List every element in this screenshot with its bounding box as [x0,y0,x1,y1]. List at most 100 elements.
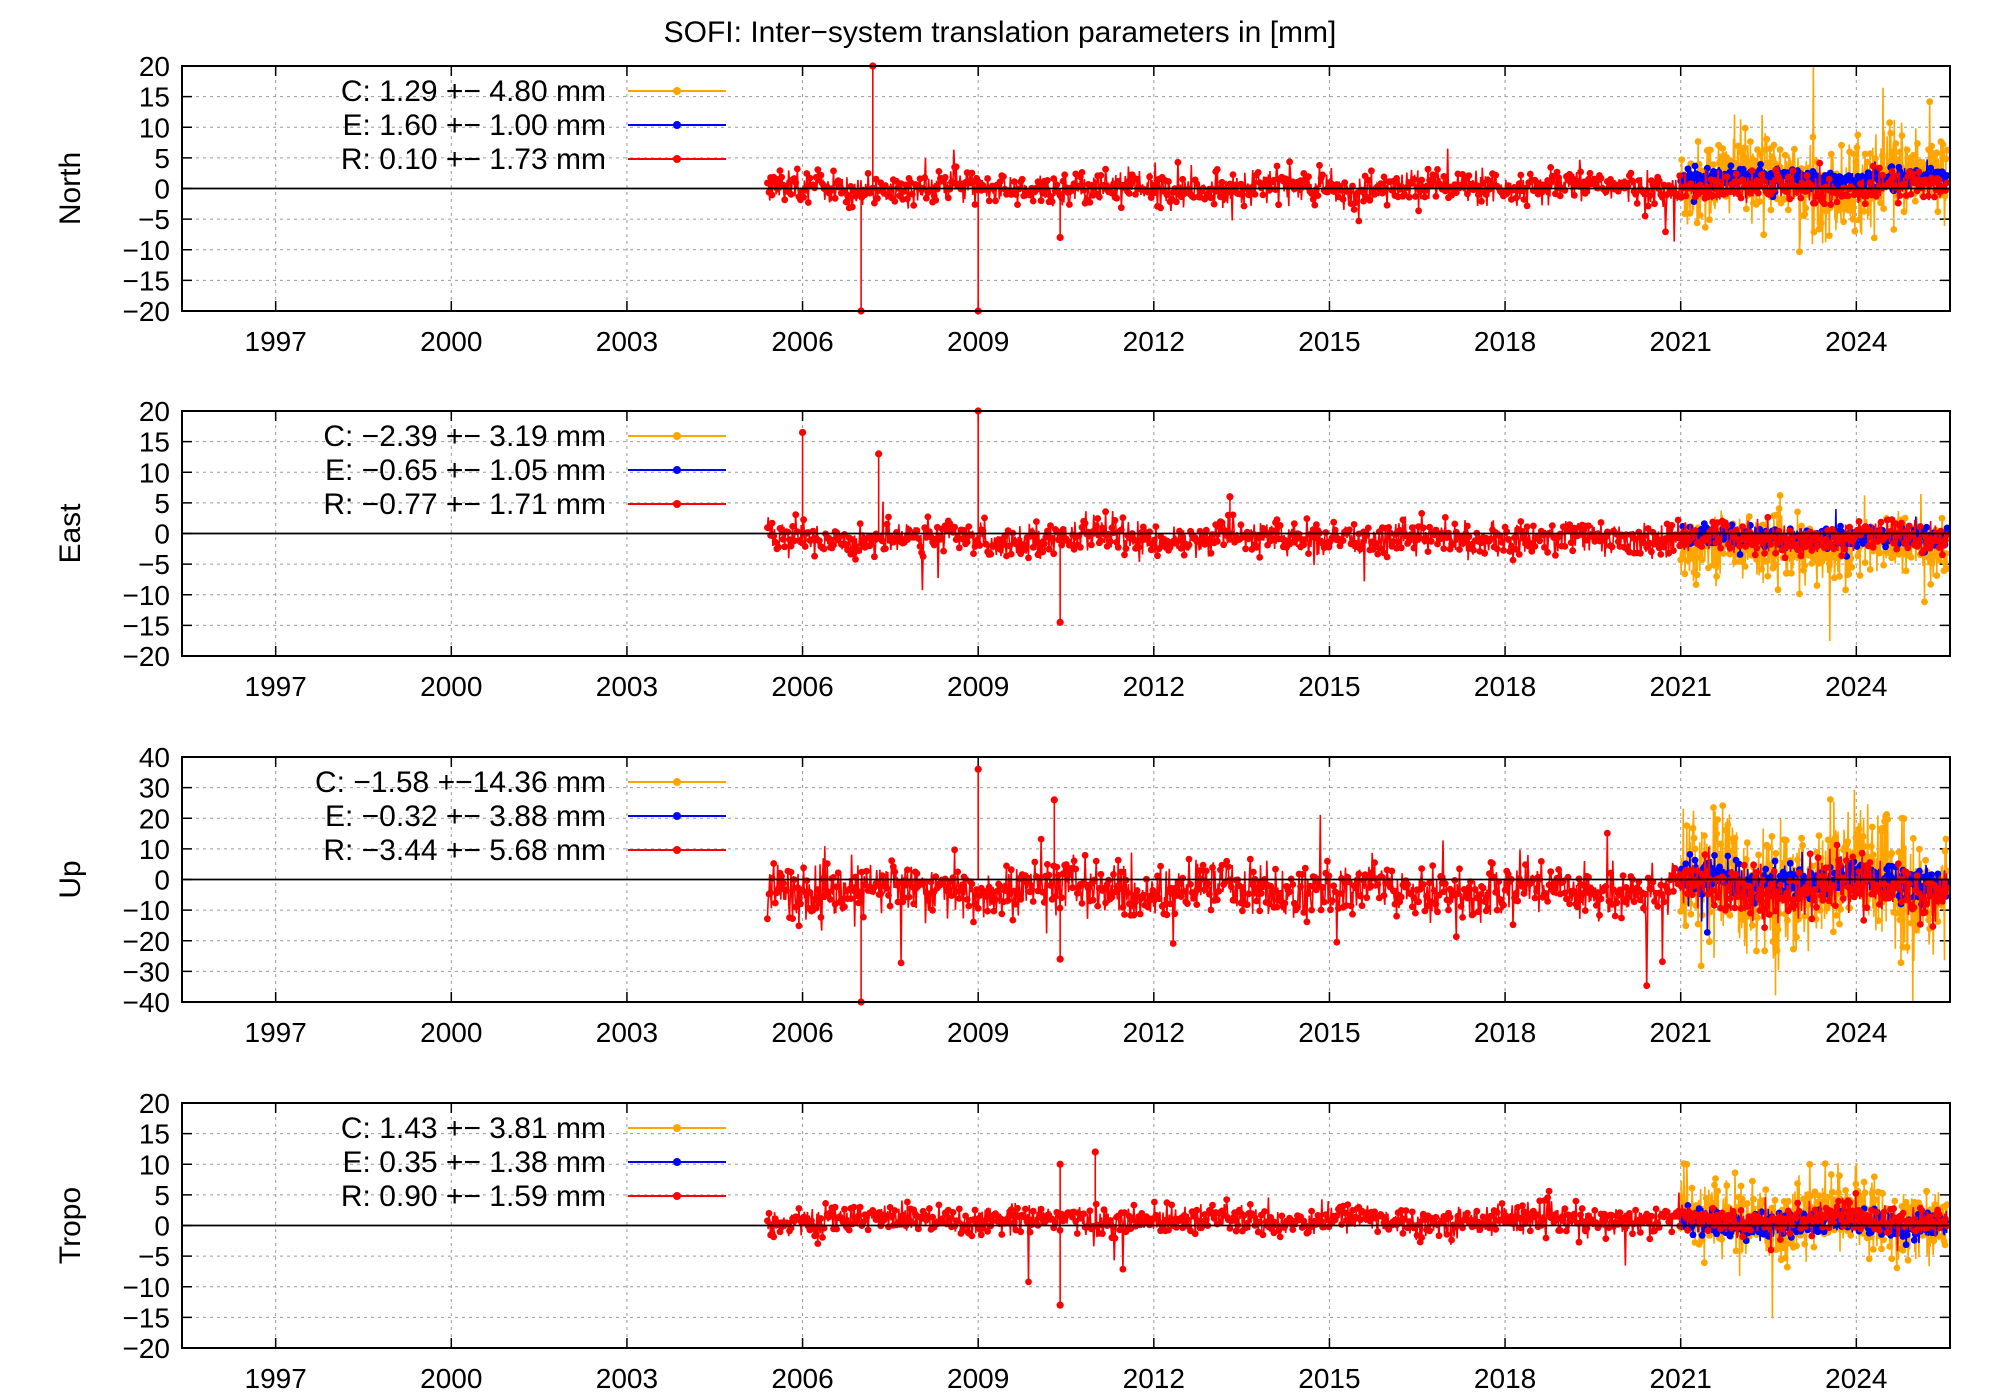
data-point-c [1851,227,1859,235]
data-point-c [1821,1160,1829,1167]
data-point-r [1206,890,1213,898]
data-point-r [792,511,800,519]
data-point-r [771,538,779,546]
data-point-r [1629,177,1636,185]
data-point-e [1809,168,1817,175]
data-point-r [882,182,889,189]
data-point-r [1915,536,1923,544]
data-point-c [1706,938,1713,946]
data-point-r [1169,940,1177,947]
data-point-c [1782,836,1790,844]
data-point-c [1682,922,1690,930]
data-point-r [1770,186,1778,194]
data-point-c [1815,225,1823,233]
data-point-r [1265,900,1273,908]
data-point-c [1749,1177,1756,1185]
data-point-r [1298,871,1306,878]
data-point-r [987,889,995,896]
data-point-r [1309,195,1317,203]
data-point-c [1810,228,1818,236]
data-point-r [1152,180,1160,188]
data-point-r [1336,890,1344,897]
data-point-r [856,890,864,897]
x-tick-label: 2012 [1123,326,1185,357]
data-point-r [990,907,998,915]
data-point-r [1739,523,1746,530]
data-point-r [787,542,795,550]
data-point-r [1270,176,1278,184]
data-point-r [1037,197,1045,205]
data-point-r [1350,521,1358,528]
data-point-e [1882,543,1889,551]
data-point-c [1711,1181,1718,1189]
data-point-c [1815,1192,1823,1199]
data-point-r [1756,907,1764,914]
data-point-r [1014,889,1021,896]
data-point-r [1248,880,1256,888]
data-point-c [1796,590,1803,598]
data-point-r [838,895,845,903]
data-point-r [1397,544,1405,552]
data-point-r [1637,896,1644,904]
data-point-r [976,542,984,549]
data-point-r [1710,528,1718,536]
data-point-r [1743,903,1751,910]
data-point-c [1688,1184,1696,1192]
data-point-r [1445,906,1452,914]
y-tick-label: 20 [139,1088,170,1119]
data-point-r [1662,535,1669,542]
data-point-c [1801,562,1809,569]
legend-marker-r [673,155,681,163]
data-point-r [1047,522,1054,529]
data-point-r [891,198,899,205]
data-point-c [1776,146,1784,154]
data-point-c [1842,586,1849,594]
data-point-r [1509,556,1517,564]
data-point-c [1865,1255,1873,1263]
data-point-r [823,860,831,867]
data-point-c [1869,851,1877,859]
data-point-r [1750,534,1757,542]
data-point-r [922,194,930,202]
data-point-r [1434,540,1441,548]
series-c [1677,65,1951,256]
data-point-c [1933,149,1941,157]
data-point-r [1855,518,1863,525]
data-point-r [1754,189,1762,197]
data-point-r [855,547,863,554]
data-point-r [1040,898,1048,906]
data-point-r [850,1203,858,1211]
data-point-r [1924,192,1932,200]
data-point-c [1718,1235,1726,1243]
data-point-r [1313,521,1320,529]
data-point-r [1006,542,1014,550]
data-point-r [864,1226,872,1234]
data-point-r [1519,883,1526,890]
data-point-r [948,892,955,899]
data-point-c [1678,907,1686,915]
data-point-c [1710,804,1717,811]
data-point-r [908,883,916,891]
data-point-r [1290,520,1298,528]
data-point-r [1202,867,1210,875]
data-point-c [1694,138,1702,145]
data-point-r [1613,899,1621,907]
data-point-r [1426,523,1433,531]
data-point-r [1633,200,1641,207]
data-point-c [1798,522,1805,530]
data-point-r [1602,883,1610,890]
x-tick-label: 2018 [1474,326,1536,357]
series-r [764,814,1951,990]
data-point-r [1301,864,1309,872]
data-point-r [1657,551,1665,558]
data-point-r [1475,908,1482,916]
data-point-r [1478,197,1485,205]
data-point-r [1166,900,1174,908]
data-point-r [1163,191,1171,199]
data-point-r [1789,534,1797,542]
data-point-r [935,1201,943,1209]
data-point-c [1925,916,1932,924]
data-point-r [1070,857,1078,865]
data-point-r [1045,545,1053,553]
data-point-r [1688,891,1696,899]
